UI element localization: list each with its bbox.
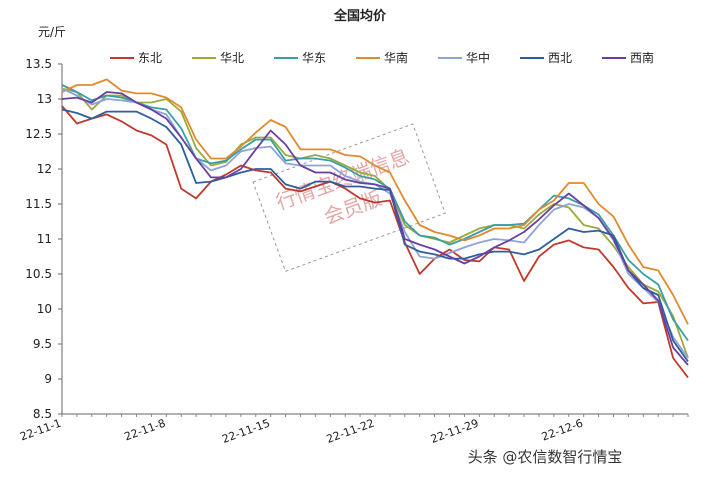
- y-tick-label: 12: [37, 162, 52, 176]
- legend-label-0: 东北: [138, 51, 162, 65]
- y-tick-label: 13: [37, 92, 52, 106]
- legend-label-1: 华北: [220, 51, 244, 65]
- y-axis-unit-label: 元/斤: [38, 25, 66, 39]
- legend-label-3: 华南: [384, 50, 408, 65]
- y-tick-label: 12.5: [25, 127, 52, 141]
- series-lines: [61, 78, 689, 379]
- series-line-1: [61, 87, 689, 359]
- y-tick-label: 11: [37, 232, 52, 246]
- legend-label-6: 西南: [630, 50, 654, 65]
- series-line-3: [61, 78, 689, 325]
- y-tick-label: 10.5: [25, 267, 52, 281]
- y-tick-label: 13.5: [25, 57, 52, 71]
- x-tick-label: 22-11-15: [220, 417, 271, 446]
- y-axis: 13.5 13 12.5 12 11.5 11 10.5 10 9.5 9 8.5: [25, 57, 63, 421]
- y-tick-label: 11.5: [25, 197, 52, 211]
- x-axis: 22-11-1 22-11-8 22-11-15 22-11-22 22-11-29 22…: [18, 413, 689, 446]
- y-tick-label: 9: [44, 372, 52, 386]
- watermark-frame: [252, 123, 446, 272]
- series-line-0: [61, 105, 689, 379]
- x-tick-label: 22-11-29: [429, 417, 480, 446]
- x-tick-label: 22-12-6: [540, 417, 585, 444]
- y-tick-label: 8.5: [33, 407, 52, 421]
- credit-text: 头条 @农信数智行情宝: [468, 448, 623, 466]
- legend-label-5: 西北: [548, 51, 572, 65]
- x-tick-label: 22-11-8: [123, 417, 168, 444]
- y-tick-label: 10: [37, 302, 52, 316]
- legend: 东北 华北 华东 华南 华中 西北 西南: [110, 50, 654, 65]
- chart-title: 全国均价: [333, 8, 387, 24]
- y-tick-label: 9.5: [33, 337, 52, 351]
- legend-label-2: 华东: [302, 51, 326, 65]
- series-line-5: [61, 108, 689, 363]
- legend-label-4: 华中: [466, 50, 490, 65]
- x-tick-label: 22-11-22: [325, 417, 376, 446]
- series-line-4: [61, 87, 689, 359]
- series-line-2: [61, 84, 689, 342]
- series-line-6: [61, 91, 689, 366]
